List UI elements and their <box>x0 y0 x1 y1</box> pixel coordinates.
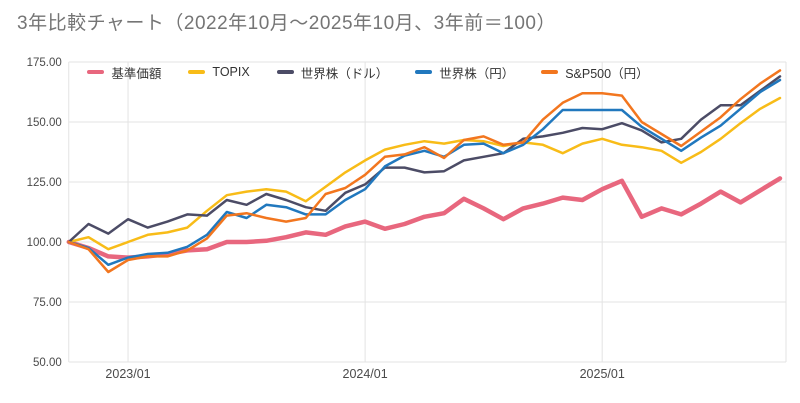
legend-label: TOPIX <box>212 65 250 79</box>
legend-label: 基準価額 <box>111 66 162 81</box>
y-axis-tick-label: 100.00 <box>27 237 62 249</box>
legend-item-sp500-jpy: S&P500（円） <box>541 63 649 82</box>
y-axis-tick-label: 75.00 <box>33 297 62 309</box>
chart-title: 3年比較チャート（2022年10月～2025年10月、3年前＝100） <box>17 13 556 34</box>
y-axis-tick-label: 150.00 <box>27 117 62 129</box>
legend-item-world-usd: 世界株（ドル） <box>276 63 389 82</box>
chart-legend: 基準価額 TOPIX 世界株（ドル） 世界株（円） S&P500（円） <box>68 62 668 82</box>
legend-swatch-topix <box>188 69 206 75</box>
y-axis-tick-label: 125.00 <box>27 177 62 189</box>
x-axis-tick-label: 2024/01 <box>343 367 388 381</box>
series-line-sp500-jpy <box>67 69 782 274</box>
series-line-world-jpy <box>67 78 782 267</box>
legend-item-topix: TOPIX <box>188 65 250 79</box>
legend-item-fund: 基準価額 <box>87 63 161 82</box>
y-axis-tick-label: 50.00 <box>33 357 62 369</box>
legend-label: S&P500（円） <box>565 66 649 81</box>
legend-swatch-world-usd <box>276 69 294 75</box>
series-line-world-usd <box>67 75 782 244</box>
x-axis-tick-label: 2023/01 <box>105 367 150 381</box>
legend-label: 世界株（円） <box>439 66 515 81</box>
legend-swatch-world-jpy <box>415 69 433 75</box>
x-axis-tick-label: 2025/01 <box>580 367 625 381</box>
legend-swatch-sp500-jpy <box>541 69 559 75</box>
legend-swatch-fund <box>87 69 105 75</box>
legend-item-world-jpy: 世界株（円） <box>415 63 514 82</box>
y-axis-tick-label: 175.00 <box>27 57 62 69</box>
legend-label: 世界株（ドル） <box>300 66 389 81</box>
series-line-topix <box>67 96 782 251</box>
